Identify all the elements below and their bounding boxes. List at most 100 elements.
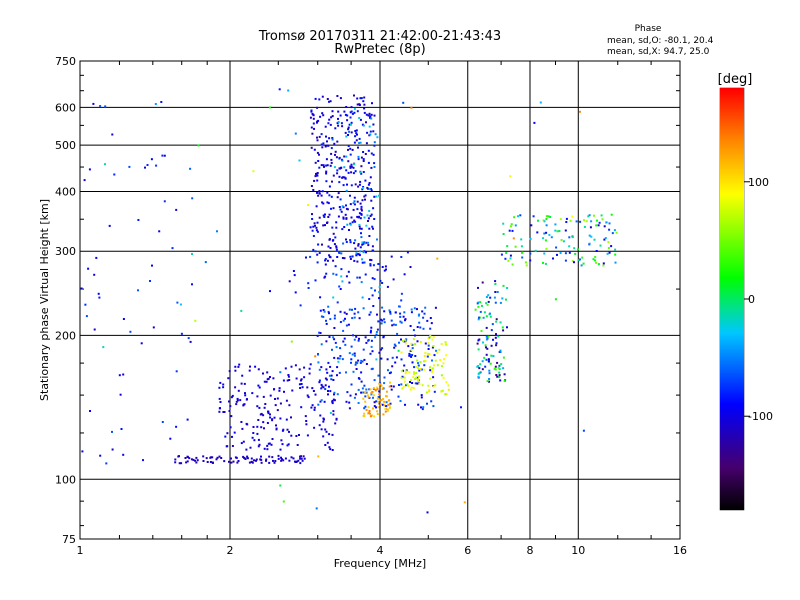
scatter-point <box>377 398 379 400</box>
scatter-point <box>366 142 368 144</box>
scatter-point <box>441 365 443 367</box>
scatter-point <box>259 444 261 446</box>
scatter-point <box>332 449 334 451</box>
scatter-point <box>479 301 481 303</box>
scatter-point <box>353 95 355 97</box>
scatter-point <box>334 236 336 238</box>
scatter-point <box>364 242 366 244</box>
scatter-point <box>272 377 274 379</box>
scatter-point <box>609 252 611 254</box>
scatter-point <box>504 380 506 382</box>
scatter-point <box>560 218 562 220</box>
scatter-point <box>372 294 374 296</box>
scatter-point <box>372 124 374 126</box>
scatter-points <box>81 88 618 513</box>
y-tick-label: 200 <box>55 329 76 342</box>
scatter-point <box>362 100 364 102</box>
scatter-point <box>411 309 413 311</box>
scatter-point <box>475 309 477 311</box>
scatter-point <box>401 322 403 324</box>
scatter-point <box>278 455 280 457</box>
scatter-point <box>358 253 360 255</box>
scatter-point <box>361 210 363 212</box>
scatter-point <box>411 311 413 313</box>
scatter-point <box>609 222 611 224</box>
scatter-point <box>402 340 404 342</box>
scatter-point <box>602 265 604 267</box>
scatter-point <box>373 196 375 198</box>
scatter-point <box>197 459 199 461</box>
scatter-point <box>570 220 572 222</box>
scatter-point <box>244 458 246 460</box>
scatter-point <box>209 457 211 459</box>
scatter-point <box>325 368 327 370</box>
scatter-point <box>382 266 384 268</box>
scatter-point <box>372 228 374 230</box>
scatter-point <box>348 229 350 231</box>
scatter-point <box>385 395 387 397</box>
scatter-point <box>332 239 334 241</box>
scatter-point <box>362 398 364 400</box>
scatter-point <box>510 225 512 227</box>
scatter-point <box>313 114 315 116</box>
scatter-point <box>377 263 379 265</box>
scatter-point <box>351 166 353 168</box>
scatter-point <box>303 455 305 457</box>
scatter-point <box>415 377 417 379</box>
scatter-point <box>379 399 381 401</box>
scatter-point <box>147 164 149 166</box>
scatter-point <box>378 297 380 299</box>
scatter-point <box>366 363 368 365</box>
scatter-point <box>244 392 246 394</box>
scatter-point <box>423 369 425 371</box>
scatter-point <box>563 240 565 242</box>
scatter-point <box>420 341 422 343</box>
scatter-point <box>372 350 374 352</box>
scatter-point <box>344 312 346 314</box>
scatter-point <box>260 459 262 461</box>
scatter-point <box>330 153 332 155</box>
scatter-point <box>162 421 164 423</box>
scatter-point <box>123 318 125 320</box>
scatter-point <box>277 409 279 411</box>
scatter-point <box>492 323 494 325</box>
scatter-point <box>420 406 422 408</box>
scatter-point <box>391 320 393 322</box>
scatter-point <box>486 339 488 341</box>
scatter-point <box>354 200 356 202</box>
scatter-point <box>230 426 232 428</box>
scatter-point <box>142 459 144 461</box>
scatter-point <box>217 457 219 459</box>
scatter-point <box>611 214 613 216</box>
scatter-point <box>356 362 358 364</box>
scatter-point <box>355 252 357 254</box>
scatter-point <box>232 445 234 447</box>
scatter-point <box>334 154 336 156</box>
scatter-point <box>316 254 318 256</box>
scatter-point <box>325 136 327 138</box>
scatter-point <box>433 364 435 366</box>
scatter-point <box>410 107 412 109</box>
scatter-point <box>229 410 231 412</box>
scatter-point <box>231 396 233 398</box>
scatter-point <box>113 174 115 176</box>
scatter-point <box>586 220 588 222</box>
scatter-point <box>505 299 507 301</box>
scatter-point <box>249 462 251 464</box>
scatter-point <box>351 106 353 108</box>
scatter-point <box>330 208 332 210</box>
scatter-point <box>335 151 337 153</box>
scatter-point <box>336 156 338 158</box>
scatter-point <box>365 336 367 338</box>
scatter-point <box>478 367 480 369</box>
scatter-point <box>367 340 369 342</box>
scatter-point <box>155 103 157 105</box>
scatter-point <box>241 383 243 385</box>
scatter-point <box>357 245 359 247</box>
scatter-point <box>363 158 365 160</box>
scatter-point <box>500 321 502 323</box>
scatter-point <box>345 106 347 108</box>
scatter-point <box>327 145 329 147</box>
scatter-point <box>268 412 270 414</box>
scatter-point <box>429 369 431 371</box>
